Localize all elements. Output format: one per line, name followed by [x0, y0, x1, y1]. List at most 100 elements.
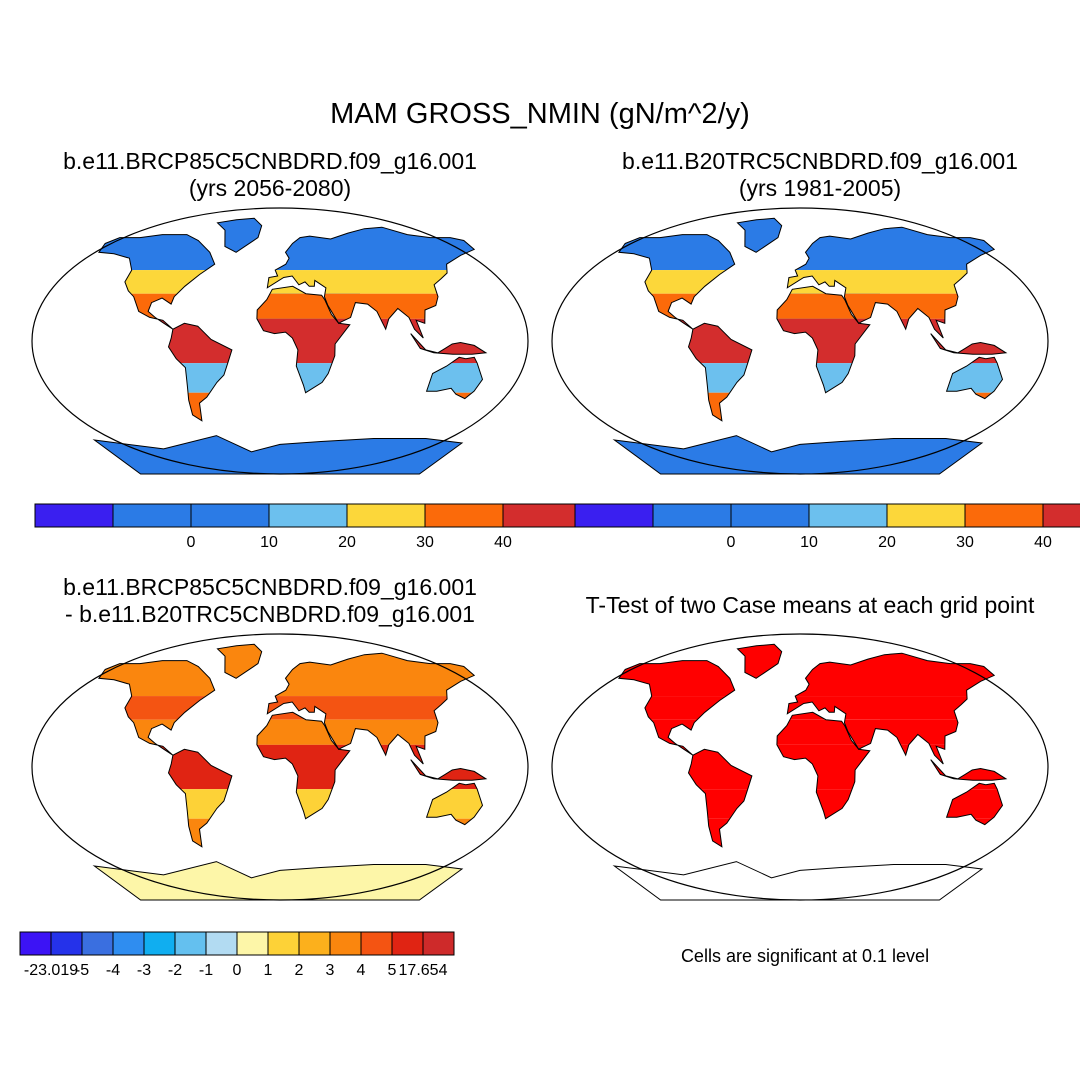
colorbar-tick-label: 40	[494, 534, 512, 551]
coast-australia	[945, 782, 1004, 826]
colorbar-swatch	[730, 503, 810, 528]
coast-eurasia	[266, 652, 476, 765]
panel-2-case-name: b.e11.B20TRC5CNBDRD.f09_g16.001	[622, 148, 1018, 174]
coast-greenland	[216, 217, 263, 253]
coast-namerica	[617, 234, 736, 330]
colorbar-swatch	[886, 503, 966, 528]
coast-africa	[776, 711, 871, 820]
map-border	[551, 207, 1049, 475]
map-border	[551, 633, 1049, 901]
colorbar-tick-label: -4	[106, 962, 120, 979]
coast-australia	[945, 356, 1004, 400]
coast-eurasia	[786, 226, 996, 339]
colorbar-swatch	[1042, 503, 1080, 528]
colorbar-swatch	[174, 931, 207, 956]
coast-antarctica	[92, 435, 464, 475]
colorbar-swatch	[360, 931, 393, 956]
colorbar-tick-label: 10	[800, 534, 818, 551]
colorbar-swatch	[112, 931, 145, 956]
coast-africa	[256, 285, 351, 394]
colorbar-future: 0 10 20 30 40	[34, 503, 582, 551]
colorbar-swatch	[236, 931, 269, 956]
map-panel-historical	[551, 207, 1049, 475]
coast-namerica	[97, 660, 216, 756]
colorbar-swatch	[267, 931, 300, 956]
colorbar-tick-label: 20	[878, 534, 896, 551]
colorbar-swatch	[34, 503, 114, 528]
colorbar-tick-label: 40	[1034, 534, 1052, 551]
panel-3-title: b.e11.BRCP85C5CNBDRD.f09_g16.001 - b.e11…	[30, 574, 510, 628]
coast-samerica	[167, 322, 233, 422]
colorbar-tick-label: 0	[233, 962, 242, 979]
colorbar-tick-label: 0	[187, 534, 196, 551]
panel-3-case-name: b.e11.BRCP85C5CNBDRD.f09_g16.001	[63, 574, 477, 600]
colorbar-swatch	[964, 503, 1044, 528]
colorbar-tick-label: 30	[956, 534, 974, 551]
colorbar-swatch	[205, 931, 238, 956]
colorbar-swatch	[143, 931, 176, 956]
colorbar-swatch	[50, 931, 83, 956]
panel-1-years: (yrs 2056-2080)	[188, 175, 352, 201]
coast-greenland	[736, 643, 783, 679]
coast-antarctica	[92, 861, 464, 901]
colorbar-tick-label: 17.654	[399, 962, 448, 979]
colorbar-swatch	[574, 503, 654, 528]
colorbar-swatch	[422, 931, 455, 956]
coast-antarctica	[612, 861, 984, 901]
coast-greenland	[216, 643, 263, 679]
coast-greenland	[736, 217, 783, 253]
map-panel-future	[31, 207, 529, 475]
colorbar-tick-label: 10	[260, 534, 278, 551]
map-panel-ttest	[551, 633, 1049, 901]
coast-samerica	[687, 748, 753, 848]
colorbar-swatch	[391, 931, 424, 956]
colorbar-tick-label: 3	[326, 962, 335, 979]
coast-antarctica	[612, 435, 984, 475]
colorbar-tick-label: 0	[727, 534, 736, 551]
colorbar-swatch	[502, 503, 582, 528]
coast-eurasia	[266, 226, 476, 339]
colorbar-tick-label: 1	[264, 962, 273, 979]
colorbar-swatch	[112, 503, 192, 528]
coast-africa	[256, 711, 351, 820]
coast-samerica	[167, 748, 233, 848]
panel-1-case-name: b.e11.BRCP85C5CNBDRD.f09_g16.001	[63, 148, 477, 174]
coast-indonesia	[930, 333, 1008, 355]
coast-australia	[425, 356, 484, 400]
colorbar-tick-label: -23.019	[24, 962, 78, 979]
colorbar-tick-label: 5	[388, 962, 397, 979]
coast-africa	[776, 285, 871, 394]
colorbar-tick-label: -3	[137, 962, 151, 979]
colorbar-swatch	[190, 503, 270, 528]
map-border	[31, 207, 529, 475]
significance-note: Cells are significant at 0.1 level	[680, 946, 930, 966]
colorbar-swatch	[81, 931, 114, 956]
colorbar-historical: 0 10 20 30 40	[574, 503, 1080, 551]
colorbar-tick-label: 4	[357, 962, 366, 979]
colorbar-swatch	[808, 503, 888, 528]
colorbar-swatch	[329, 931, 362, 956]
panel-2-years: (yrs 1981-2005)	[738, 175, 902, 201]
figure-title: MAM GROSS_NMIN (gN/m^2/y)	[330, 98, 750, 130]
colorbar-swatch	[652, 503, 732, 528]
colorbar-tick-label: 2	[295, 962, 304, 979]
colorbar-swatch	[346, 503, 426, 528]
map-border	[31, 633, 529, 901]
coast-samerica	[687, 322, 753, 422]
colorbar-tick-label: -2	[168, 962, 182, 979]
colorbar-tick-label: 30	[416, 534, 434, 551]
coast-australia	[425, 782, 484, 826]
coast-namerica	[617, 660, 736, 756]
colorbar-swatch	[424, 503, 504, 528]
map-panel-difference	[31, 633, 529, 901]
colorbar-swatch	[268, 503, 348, 528]
coast-eurasia	[786, 652, 996, 765]
colorbar-tick-label: 20	[338, 534, 356, 551]
panel-3-minus-case-name: - b.e11.B20TRC5CNBDRD.f09_g16.001	[65, 601, 475, 627]
colorbar-tick-label: -5	[75, 962, 89, 979]
colorbar-swatch	[19, 931, 52, 956]
panel-2-title: b.e11.B20TRC5CNBDRD.f09_g16.001 (yrs 198…	[570, 148, 1070, 202]
coast-indonesia	[930, 759, 1008, 781]
colorbar-swatch	[298, 931, 331, 956]
colorbar-difference: -23.019-5 -4 -3 -2 -1 0 1 2 3 4 5 17.654	[19, 931, 455, 979]
